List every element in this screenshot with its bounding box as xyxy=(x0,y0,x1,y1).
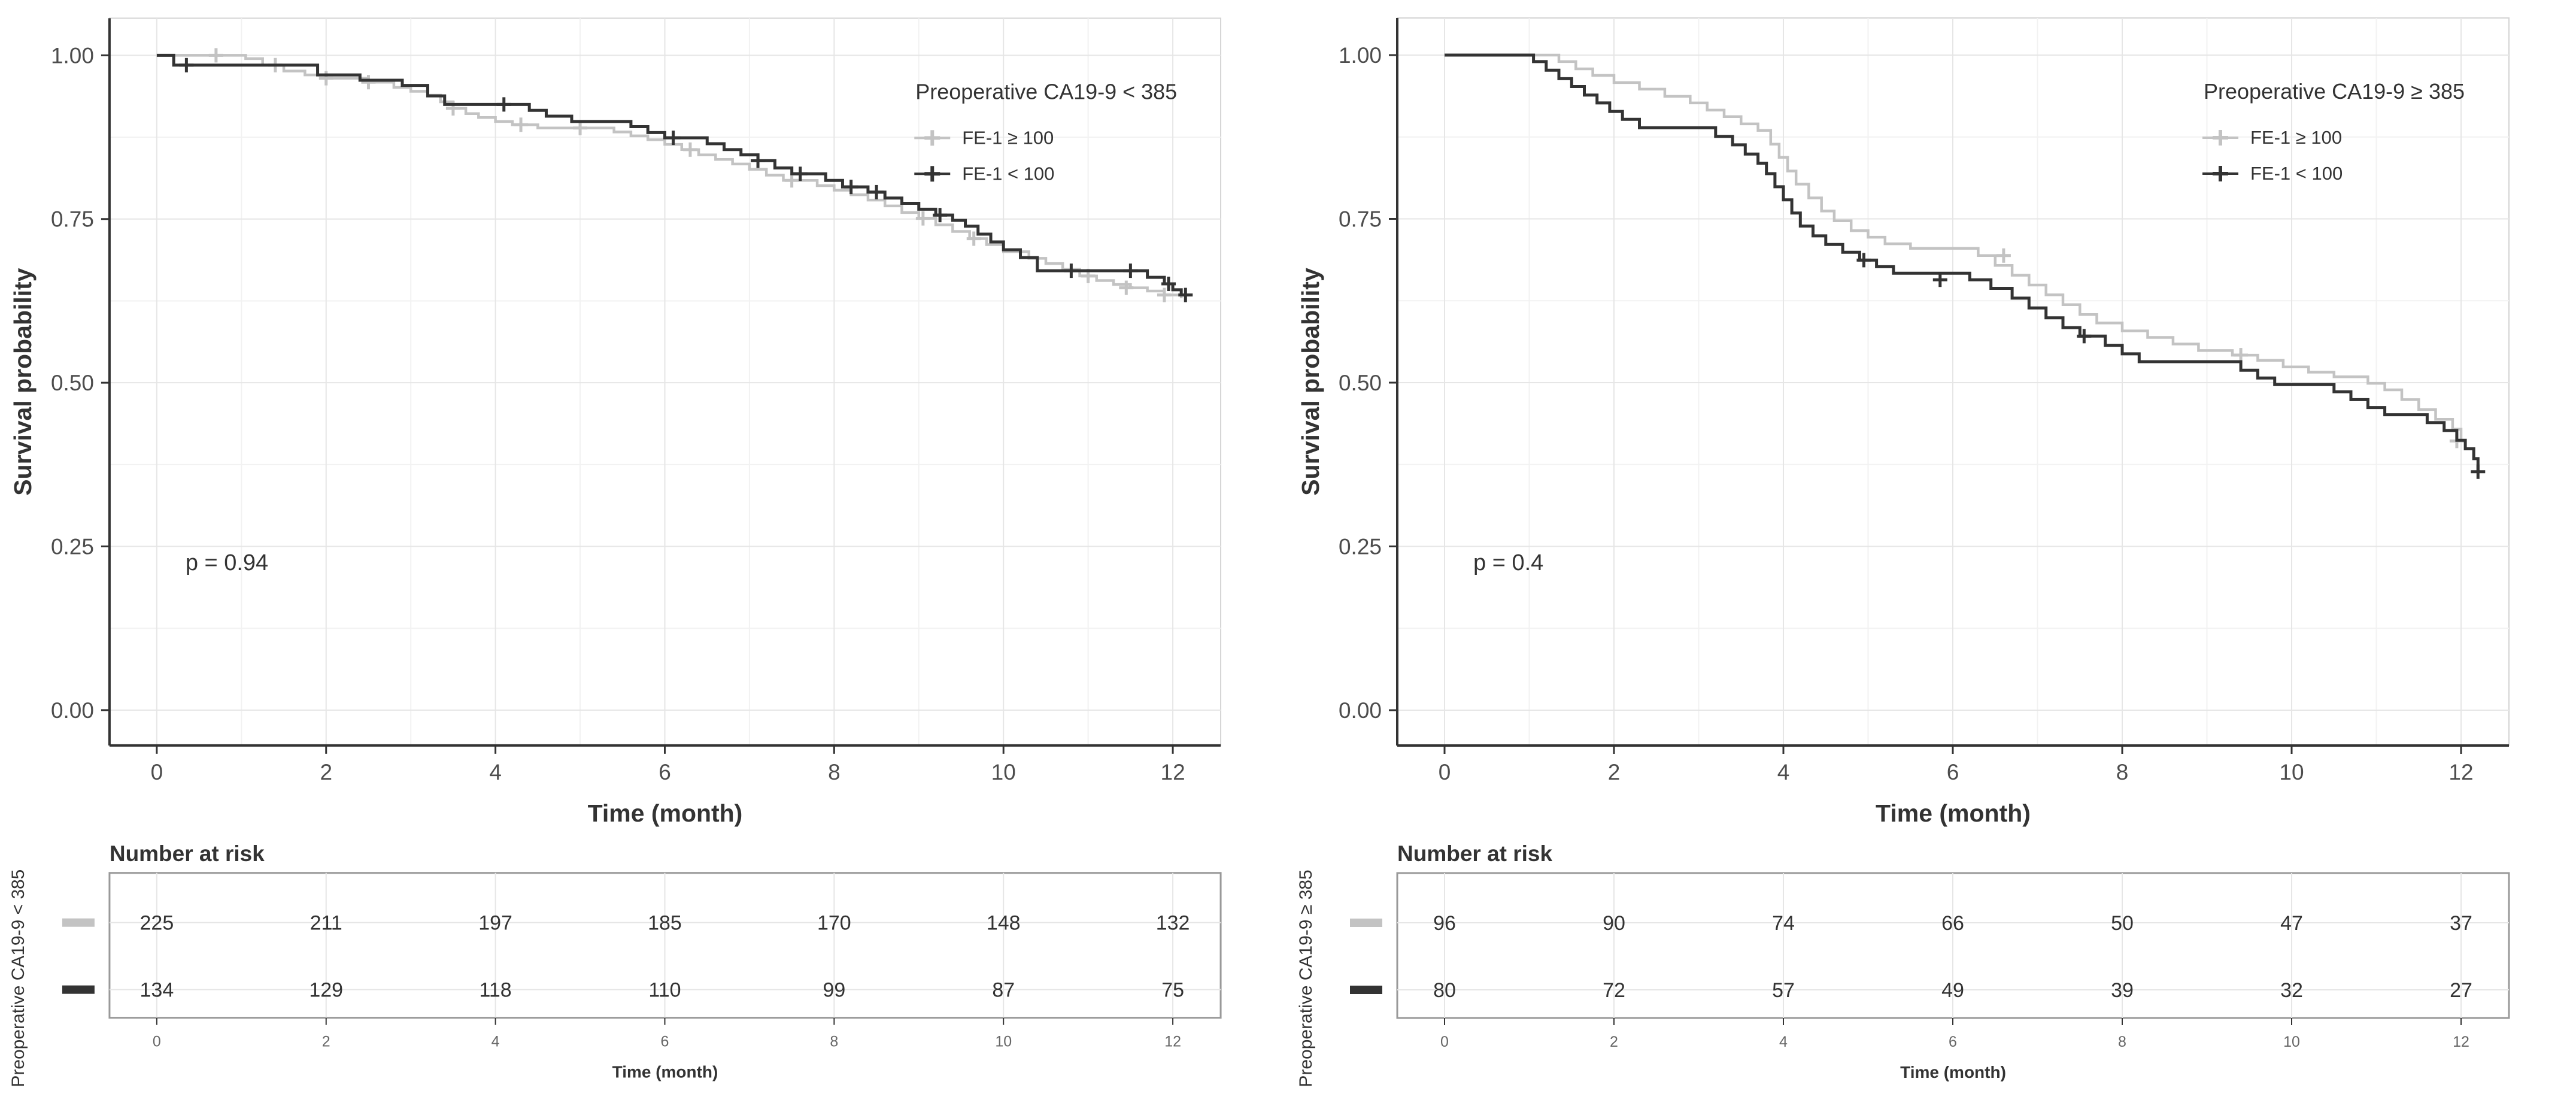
risk-row-strata-dash-icon xyxy=(1350,986,1382,994)
x-axis-title: Time (month) xyxy=(588,799,743,827)
legend-item-label: FE-1 < 100 xyxy=(962,163,1054,184)
risk-table-count: 134 xyxy=(140,979,174,1002)
risk-table-count: 197 xyxy=(478,912,512,935)
survival-curve-fe1-ge-100 xyxy=(156,54,1183,299)
legend-item-label: FE-1 < 100 xyxy=(2250,163,2343,184)
km-plot-right: 0 2 4 6 8 10 12 1.00 0.75 0.50 0.25 0.00 Time (month… xyxy=(1288,0,2576,1106)
x-tick-label: 12 xyxy=(2448,760,2473,784)
p-value-label: p = 0.94 xyxy=(186,550,268,575)
x-tick-label: 10 xyxy=(2279,760,2304,784)
x-tick-label: 2 xyxy=(320,760,332,784)
survival-curve-fe1-ge-100 xyxy=(1445,53,2463,441)
risk-table-title: Number at risk xyxy=(110,841,265,866)
y-tick-label: 0.50 xyxy=(1339,371,1382,395)
risk-table-count: 32 xyxy=(2280,979,2303,1002)
y-tick-label: 0.50 xyxy=(51,371,94,395)
risk-table-count: 87 xyxy=(992,979,1015,1002)
y-tick-label: 0.00 xyxy=(51,698,94,723)
x-tick-label: 6 xyxy=(1947,760,1959,784)
y-tick-label: 0.25 xyxy=(1339,535,1382,559)
risk-table-count: 170 xyxy=(817,912,851,935)
risk-table-count: 148 xyxy=(987,912,1021,935)
x-tick-label: 0 xyxy=(1439,760,1451,784)
risk-axis-tick-label: 4 xyxy=(491,1034,500,1050)
risk-axis-tick-label: 4 xyxy=(1779,1034,1788,1050)
risk-table-count: 129 xyxy=(309,979,343,1002)
p-value-label: p = 0.4 xyxy=(1473,550,1543,575)
y-tick-label: 1.00 xyxy=(51,43,94,68)
risk-axis-tick-label: 10 xyxy=(2283,1034,2300,1050)
risk-row-strata-dash-icon xyxy=(1350,919,1382,927)
risk-table-count: 75 xyxy=(1161,979,1184,1002)
legend-title: Preoperative CA19-9 ≥ 385 xyxy=(2204,79,2465,104)
risk-axis-tick-label: 2 xyxy=(322,1034,330,1050)
risk-axis-tick-label: 0 xyxy=(1440,1034,1449,1050)
risk-axis-tick-label: 8 xyxy=(830,1034,838,1050)
risk-table-count: 39 xyxy=(2111,979,2134,1002)
risk-table-title: Number at risk xyxy=(1397,841,1553,866)
km-plot-left: 0 2 4 6 8 10 12 1.00 0.75 0.50 0.25 0.00 Time (month… xyxy=(8,17,1222,1087)
risk-table-strata-label: Preoperative CA19-9 < 385 xyxy=(8,869,28,1087)
risk-table-count: 99 xyxy=(823,979,845,1002)
x-tick-label: 12 xyxy=(1161,760,1185,784)
risk-axis-title: Time (month) xyxy=(1900,1063,2006,1081)
risk-table-count: 27 xyxy=(2450,979,2472,1002)
survival-curve-fe1-lt-100 xyxy=(1445,53,2480,472)
risk-table-count: 211 xyxy=(310,912,342,935)
risk-table-count: 185 xyxy=(648,912,682,935)
risk-table-count: 50 xyxy=(2111,912,2134,935)
risk-axis-title: Time (month) xyxy=(612,1063,718,1081)
risk-axis-tick-label: 12 xyxy=(2453,1034,2469,1050)
risk-table-count: 225 xyxy=(140,912,174,935)
risk-table-count: 37 xyxy=(2450,912,2472,935)
x-tick-label: 4 xyxy=(489,760,502,784)
risk-axis-tick-label: 6 xyxy=(661,1034,669,1050)
risk-table-count: 74 xyxy=(1772,912,1795,935)
x-tick-label: 8 xyxy=(2116,760,2129,784)
survival-curve-fe1-lt-100 xyxy=(156,53,1183,295)
risk-table-count: 49 xyxy=(1941,979,1964,1002)
y-tick-label: 0.75 xyxy=(1339,207,1382,232)
legend-item-label: FE-1 ≥ 100 xyxy=(2250,127,2342,148)
risk-axis-tick-label: 2 xyxy=(1610,1034,1618,1050)
risk-table-count: 96 xyxy=(1433,912,1456,935)
risk-table-count: 80 xyxy=(1433,979,1456,1002)
y-tick-label: 0.75 xyxy=(51,207,94,232)
x-tick-label: 0 xyxy=(151,760,163,784)
x-tick-label: 6 xyxy=(659,760,671,784)
risk-table-count: 110 xyxy=(648,979,681,1002)
risk-table-count: 72 xyxy=(1603,979,1625,1002)
y-tick-label: 0.00 xyxy=(1339,698,1382,723)
risk-axis-tick-label: 0 xyxy=(153,1034,161,1050)
risk-table-count: 47 xyxy=(2280,912,2303,935)
risk-table-count: 118 xyxy=(480,979,512,1002)
x-axis-title: Time (month) xyxy=(1876,799,2031,827)
risk-axis-tick-label: 12 xyxy=(1164,1034,1181,1050)
risk-axis-tick-label: 6 xyxy=(1949,1034,1957,1050)
y-tick-label: 1.00 xyxy=(1339,43,1382,68)
risk-row-strata-dash-icon xyxy=(62,918,95,927)
risk-table-count: 66 xyxy=(1941,912,1964,935)
risk-table-strata-label: Preoperative CA19-9 ≥ 385 xyxy=(1296,869,1316,1087)
x-tick-label: 4 xyxy=(1777,760,1790,784)
km-panel-left: 0 2 4 6 8 10 12 1.00 0.75 0.50 0.25 0.00 Time (month… xyxy=(8,17,1222,1087)
risk-axis-tick-label: 10 xyxy=(995,1034,1012,1050)
y-axis-title: Survival probability xyxy=(9,268,37,495)
x-tick-label: 10 xyxy=(991,760,1016,784)
km-panel-right: 0 2 4 6 8 10 12 1.00 0.75 0.50 0.25 0.00 Time (month… xyxy=(1288,0,2576,1106)
risk-axis-tick-label: 8 xyxy=(2118,1034,2126,1050)
x-tick-label: 2 xyxy=(1608,760,1621,784)
y-tick-label: 0.25 xyxy=(51,534,94,559)
risk-table-count: 132 xyxy=(1156,912,1190,935)
legend-title: Preoperative CA19-9 < 385 xyxy=(915,79,1177,104)
risk-row-strata-dash-icon xyxy=(62,985,95,994)
risk-table-count: 90 xyxy=(1603,912,1625,935)
x-tick-label: 8 xyxy=(828,760,841,784)
risk-table-count: 57 xyxy=(1772,979,1795,1002)
legend-item-label: FE-1 ≥ 100 xyxy=(962,127,1054,148)
y-axis-title: Survival probability xyxy=(1297,268,1324,496)
